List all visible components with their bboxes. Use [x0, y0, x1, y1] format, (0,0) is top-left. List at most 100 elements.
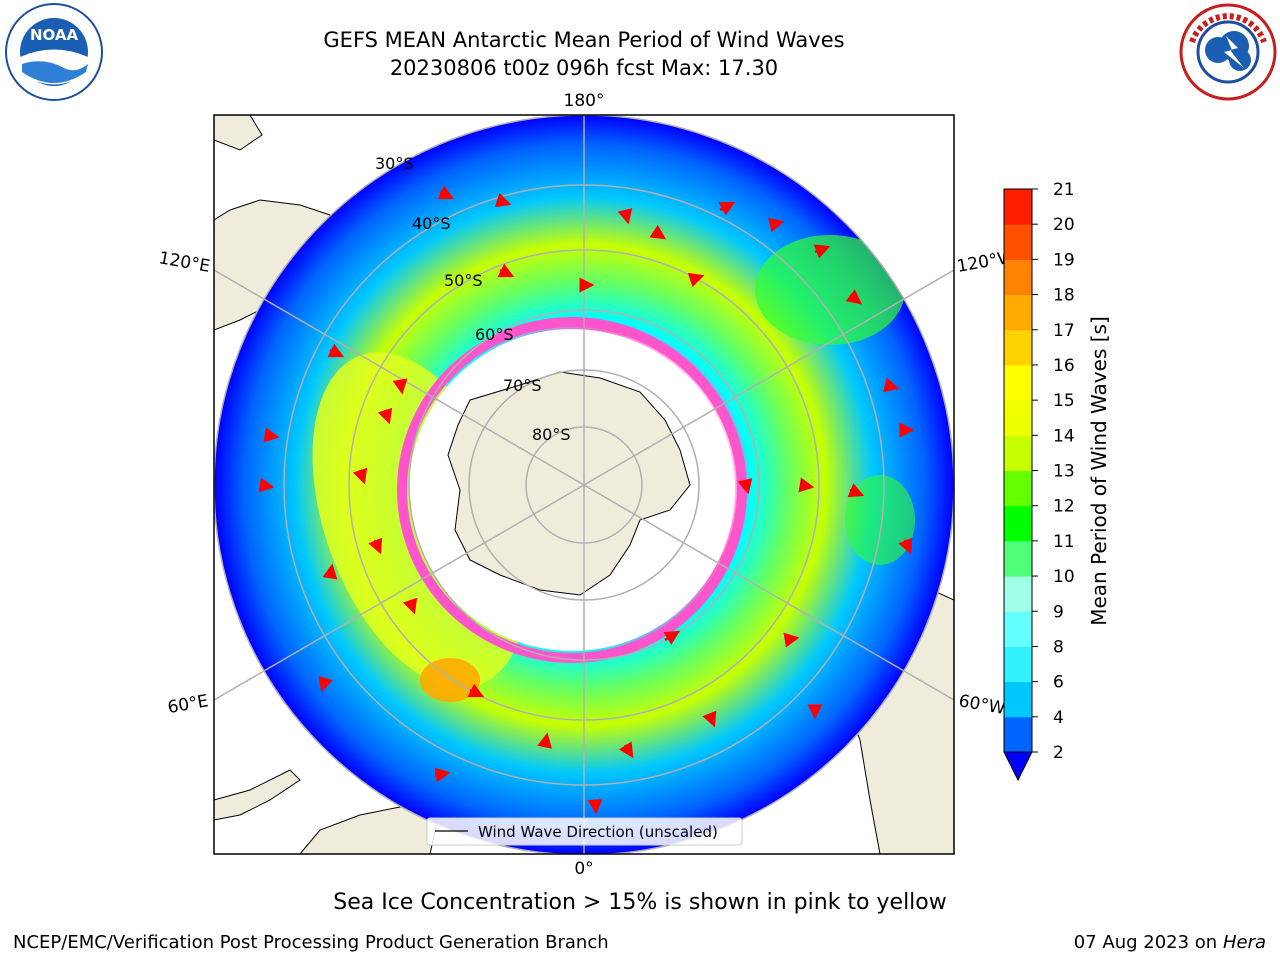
colorbar-segment [1004, 224, 1032, 260]
arrow [687, 272, 705, 288]
colorbar-extend-min [1003, 751, 1033, 782]
colorbar-segment [1004, 540, 1032, 577]
arrow [587, 798, 603, 815]
map-frame [213, 114, 955, 855]
parallel-label-60s: 60°S [475, 325, 514, 344]
meridian-label-180: 180° [564, 91, 605, 111]
colorbar-tick-label: 13 [1053, 462, 1075, 482]
arrow [847, 483, 865, 498]
colorbar-tick-label: 14 [1053, 426, 1075, 446]
arrow [263, 427, 280, 443]
colorbar-segment [1004, 716, 1032, 753]
arrow [618, 741, 634, 759]
meridian-label-60w: 60°W [957, 691, 1007, 719]
arrow [377, 407, 393, 425]
arrow [352, 467, 368, 485]
meridian-label-60e: 60°E [166, 691, 210, 718]
colorbar-segment [1004, 294, 1032, 331]
arrow [737, 478, 753, 495]
arrow [327, 343, 345, 358]
colorbar-segment [1004, 470, 1032, 507]
noaa-logo-text: NOAA [30, 26, 79, 44]
parallel-label-40s: 40°S [412, 214, 451, 233]
arrow [649, 224, 667, 240]
chart-subtitle: 20230806 t00z 096h fcst Max: 17.30 [389, 56, 779, 80]
sea-ice-note: Sea Ice Concentration > 15% is shown in … [333, 890, 947, 915]
colorbar-segment [1004, 646, 1032, 683]
colorbar: 2 4 6 8 9 10 11 12 13 14 15 16 17 18 19 20 21 [1003, 180, 1075, 782]
chart-title: GEFS MEAN Antarctic Mean Period of Wind … [323, 28, 845, 52]
arrow [768, 217, 785, 233]
host-name: Hera [1222, 932, 1266, 953]
parallel-label-70s: 70°S [503, 376, 542, 395]
arrow [845, 289, 862, 305]
colorbar-label: Mean Period of Wind Waves [s] [1087, 316, 1111, 626]
colorbar-segment [1004, 189, 1032, 225]
noaa-logo-icon: NOAA [5, 3, 103, 101]
arrow [798, 477, 815, 493]
arrow [663, 630, 681, 645]
arrow [898, 537, 913, 555]
colorbar-tick-label: 20 [1053, 215, 1075, 235]
colorbar-segment [1004, 400, 1032, 436]
arrow [702, 710, 717, 728]
green-period-area-east [845, 475, 915, 565]
colorbar-segment [1004, 611, 1032, 647]
meridian-label-120e: 120°E [157, 248, 211, 277]
parallel-label-30s: 30°S [375, 154, 414, 173]
colorbar-segment [1004, 681, 1032, 718]
green-period-area [755, 235, 905, 345]
colorbar-tick-label: 16 [1053, 356, 1075, 376]
arrow [537, 732, 552, 749]
colorbar-tick-label: 2 [1053, 743, 1064, 763]
map-legend: Wind Wave Direction (unscaled) [426, 817, 743, 846]
arrow [258, 477, 275, 493]
colorbar-tick-label: 8 [1053, 637, 1064, 657]
legend-label: Wind Wave Direction (unscaled) [478, 823, 718, 841]
graticule [214, 115, 954, 854]
colorbar-segment [1004, 505, 1032, 542]
colorbar-tick-label: 11 [1053, 532, 1075, 552]
colorbar-segment [1004, 576, 1032, 612]
arrow [434, 767, 451, 783]
colorbar-segment [1004, 364, 1032, 401]
colorbar-tick-label: 19 [1053, 250, 1075, 270]
colorbar-tick-label: 6 [1053, 673, 1064, 693]
wind-wave-arrows [258, 185, 915, 815]
parallel-label-80s: 80°S [532, 425, 571, 444]
arrow [783, 632, 800, 648]
arrow [437, 185, 455, 200]
antarctica-land [447, 371, 691, 596]
date-text: 07 Aug 2023 on [1073, 932, 1218, 953]
arrow [467, 683, 485, 698]
colorbar-segment [1004, 329, 1032, 366]
arrow [494, 192, 512, 208]
colorbar-tick-label: 17 [1053, 321, 1075, 341]
credit-line: NCEP/EMC/Verification Post Processing Pr… [13, 932, 609, 953]
colorbar-segment [1004, 435, 1032, 471]
arrow [718, 201, 736, 216]
colorbar-tick-label: 12 [1053, 497, 1075, 517]
arrow [318, 675, 333, 693]
arrow [883, 377, 900, 393]
arrow [617, 208, 633, 225]
arrow [402, 597, 418, 615]
parallel-label-50s: 50°S [444, 271, 483, 290]
colorbar-tick-label: 9 [1053, 602, 1064, 622]
meridian-label-0: 0° [574, 859, 593, 879]
colorbar-tick-label: 18 [1053, 286, 1075, 306]
colorbar-tick-label: 15 [1053, 391, 1075, 411]
nws-logo-icon [1179, 3, 1277, 101]
arrow [813, 244, 831, 259]
arrow [368, 537, 383, 555]
arrow [392, 378, 408, 395]
colorbar-tick-label: 21 [1053, 180, 1075, 200]
arrow [497, 263, 515, 278]
max-period-area [420, 658, 480, 702]
colorbar-tick-label: 10 [1053, 567, 1075, 587]
colorbar-tick-label: 4 [1053, 708, 1064, 728]
arrow [322, 563, 338, 580]
colorbar-segment [1004, 259, 1032, 296]
date-line: 07 Aug 2023 on Hera [1074, 932, 1266, 953]
